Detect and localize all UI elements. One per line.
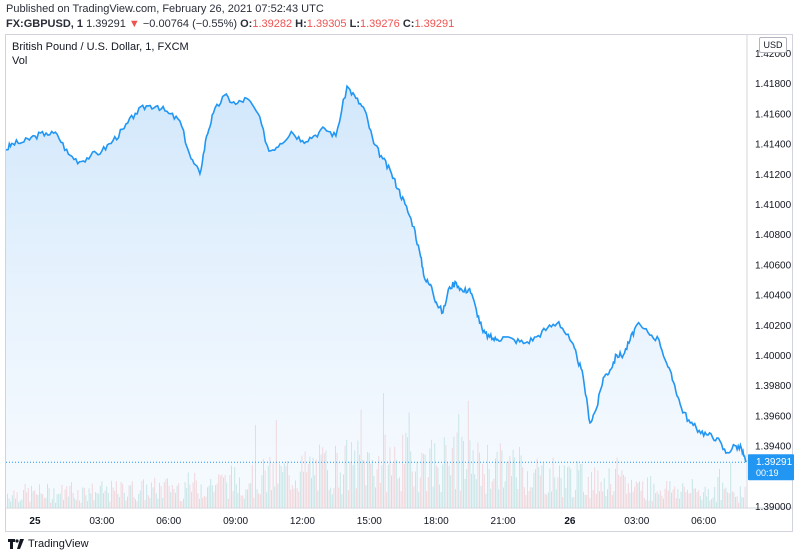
- y-tick-label: 1.41000: [755, 200, 792, 211]
- price-area: [6, 86, 746, 508]
- y-tick-label: 1.41200: [755, 170, 792, 181]
- y-tick-label: 1.40400: [755, 291, 792, 302]
- footer-brand: TradingView: [8, 538, 89, 550]
- y-tick-label: 1.40800: [755, 230, 792, 241]
- x-tick-label: 06:00: [691, 516, 716, 527]
- symbol-label: FX:GBPUSD, 1: [6, 18, 84, 30]
- y-tick-label: 1.39400: [755, 442, 792, 453]
- y-tick-label: 1.41800: [755, 79, 792, 90]
- open-value: 1.39282: [252, 18, 293, 30]
- countdown-label: 00:19: [756, 468, 779, 478]
- open-label: O:: [240, 18, 253, 30]
- chart-legend-vol: Vol: [12, 55, 28, 67]
- y-tick-label: 1.40200: [755, 321, 792, 332]
- y-tick-label: 1.39000: [755, 502, 792, 513]
- x-tick-label: 03:00: [89, 516, 114, 527]
- y-tick-label: 1.39800: [755, 381, 792, 392]
- chart-legend-title: British Pound / U.S. Dollar, 1, FXCM: [12, 41, 189, 53]
- last-price-label: 1.39291: [756, 457, 793, 468]
- x-tick-label: 18:00: [424, 516, 449, 527]
- y-tick-label: 1.40600: [755, 260, 792, 271]
- high-value: 1.39305: [306, 18, 347, 30]
- x-tick-label: 21:00: [491, 516, 516, 527]
- price-line[interactable]: [5, 84, 747, 463]
- chart-frame: [5, 34, 793, 532]
- y-tick-label: 1.41400: [755, 140, 792, 151]
- x-tick-label: 12:00: [290, 516, 315, 527]
- quote-line: FX:GBPUSD, 1 1.39291 ▼ −0.00764 (−0.55%)…: [6, 18, 454, 30]
- x-tick-label: 06:00: [156, 516, 181, 527]
- close-label: C:: [402, 18, 415, 30]
- y-tick-label: 1.42000: [755, 49, 792, 60]
- close-value: 1.39291: [414, 18, 455, 30]
- currency-button[interactable]: USD: [759, 37, 787, 53]
- x-tick-label: 25: [29, 516, 41, 527]
- last-price-tag: [748, 454, 794, 481]
- tradingview-logo-icon: [8, 539, 24, 549]
- x-tick-label: 03:00: [624, 516, 649, 527]
- x-tick-label: 26: [564, 516, 576, 527]
- down-arrow-icon: ▼: [128, 18, 140, 30]
- y-tick-label: 1.40000: [755, 351, 792, 362]
- last-price: 1.39291: [86, 18, 126, 30]
- high-label: H:: [295, 18, 307, 30]
- y-tick-label: 1.41600: [755, 109, 792, 120]
- low-value: 1.39276: [360, 18, 400, 30]
- low-label: L:: [349, 18, 360, 30]
- published-line: Published on TradingView.com, February 2…: [6, 3, 324, 15]
- y-tick-label: 1.39600: [755, 411, 792, 422]
- footer-brand-label: TradingView: [28, 538, 89, 550]
- x-tick-label: 09:00: [223, 516, 248, 527]
- change-value: −0.00764 (−0.55%): [142, 18, 238, 30]
- x-tick-label: 15:00: [357, 516, 382, 527]
